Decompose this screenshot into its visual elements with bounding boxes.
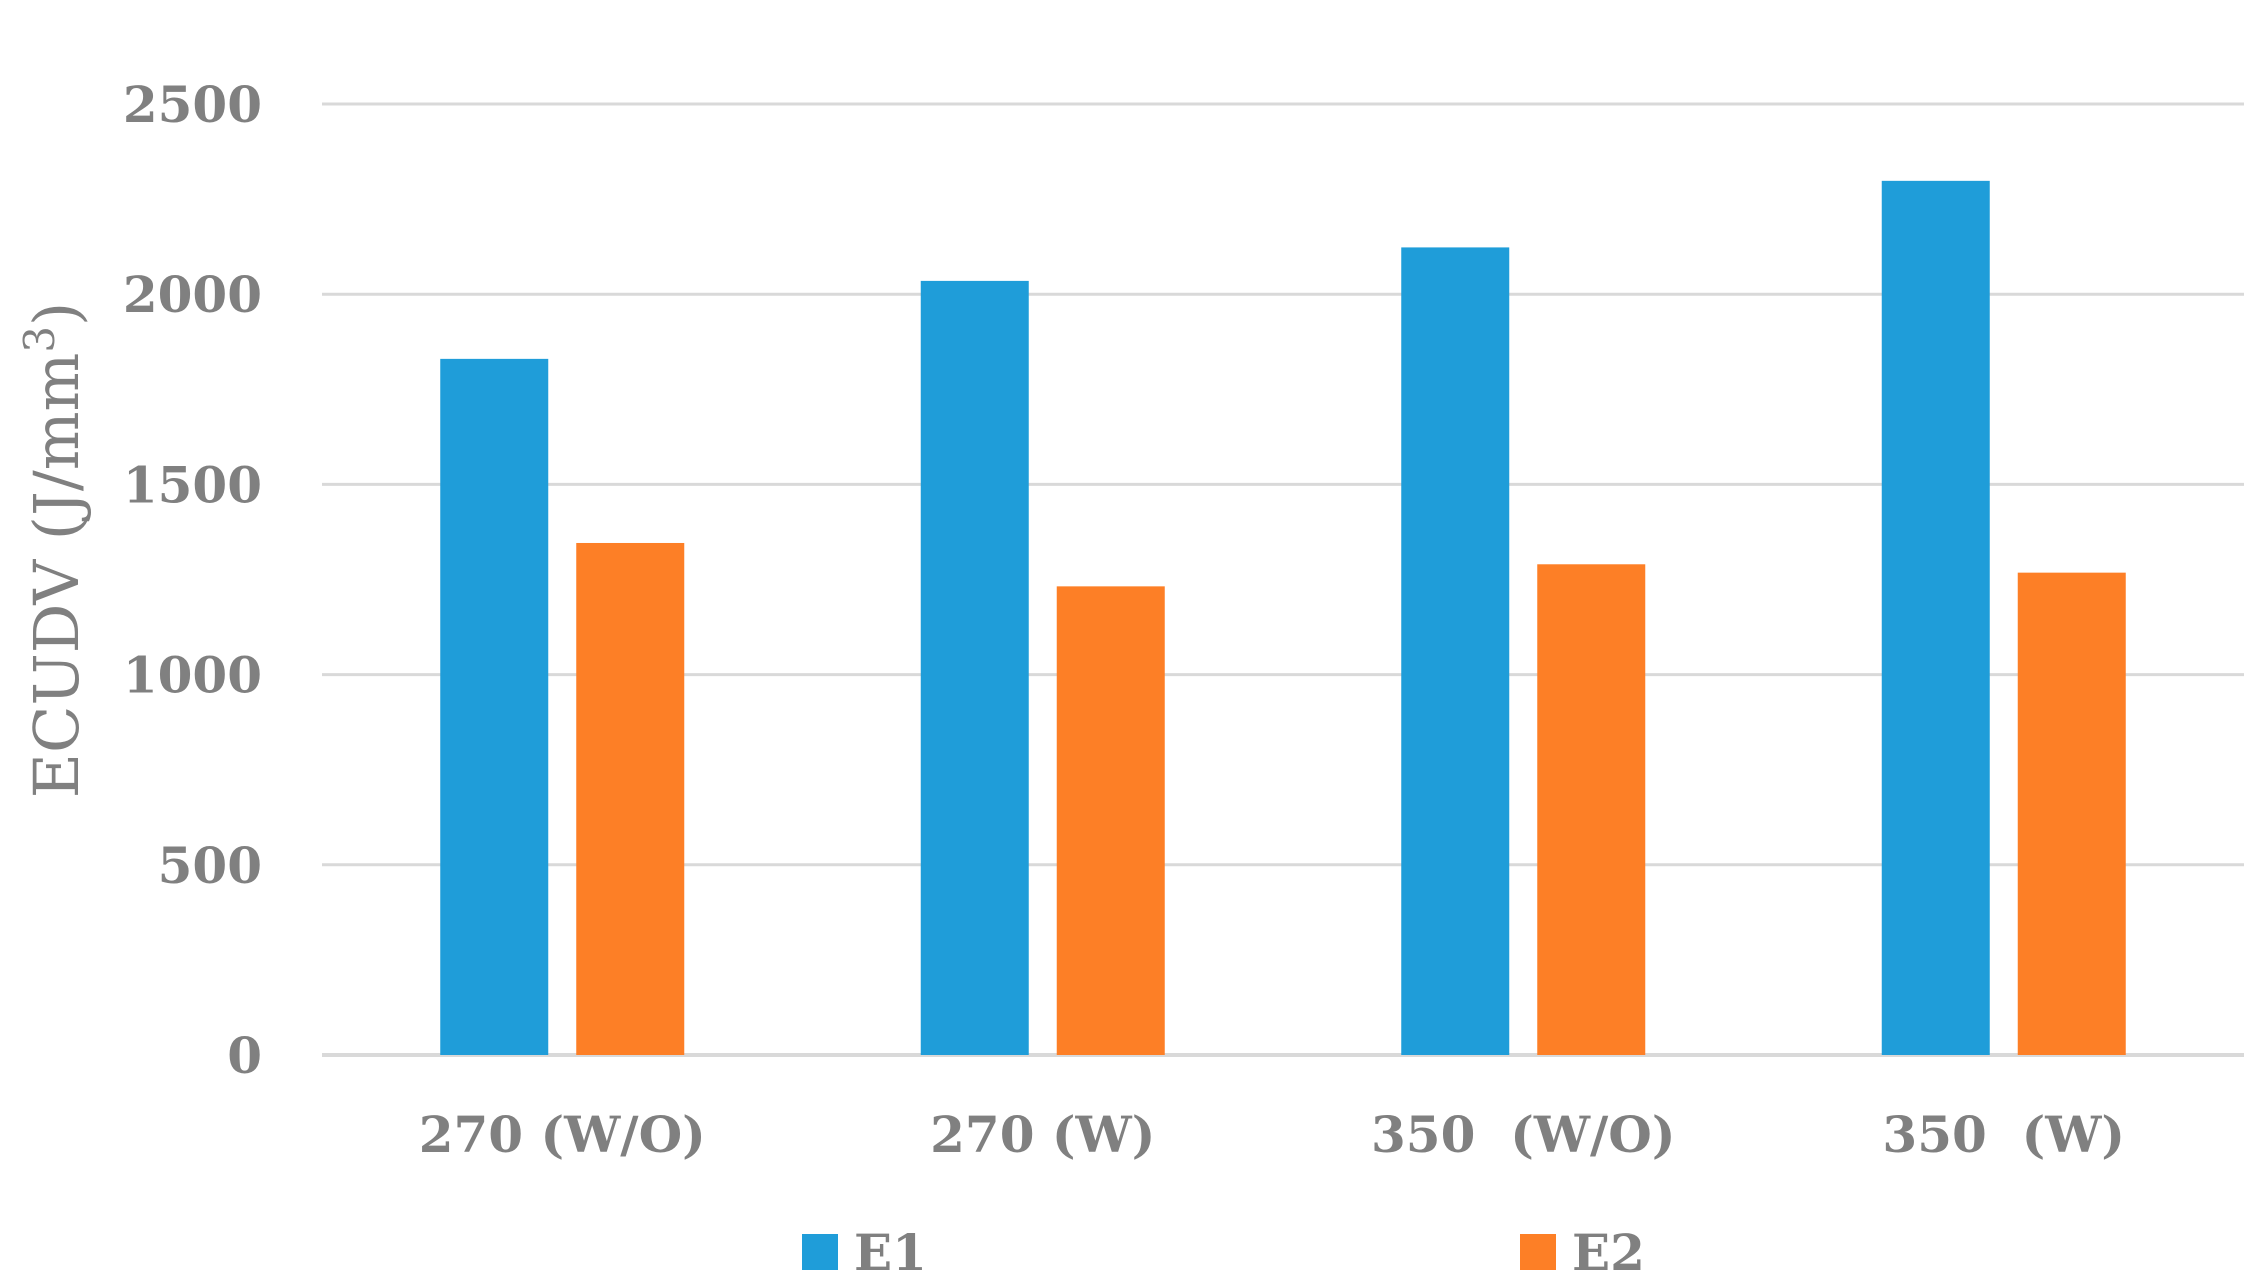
x-axis-ticks: 270 (W/O) 270 (W) 350 (W/O) 350 (W) (419, 1105, 2125, 1164)
y-axis-title-superscript: 3 (15, 326, 64, 353)
y-axis-ticks: 0 500 1000 1500 2000 2500 (123, 75, 262, 1085)
y-tick-label: 2500 (123, 75, 262, 134)
x-tick-label: 350 (W) (1882, 1105, 2125, 1164)
y-axis-title-suffix: ) (20, 302, 93, 326)
legend-swatch-e2 (1520, 1234, 1556, 1270)
legend-label-e1: E1 (854, 1223, 927, 1282)
legend-swatch-e1 (802, 1234, 838, 1270)
bar-e2-0 (576, 542, 685, 1055)
x-tick-label: 270 (W) (930, 1105, 1155, 1164)
y-axis-title: ECUDV (J/mm3) (15, 302, 94, 799)
bar-e1-2 (1401, 247, 1510, 1056)
y-tick-label: 2000 (123, 265, 262, 324)
legend-label-e2: E2 (1572, 1223, 1645, 1282)
bars (440, 180, 2126, 1056)
legend: E1 E2 (802, 1223, 1645, 1282)
y-tick-label: 0 (227, 1026, 262, 1085)
y-tick-label: 1500 (123, 455, 262, 514)
bar-e2-3 (2017, 572, 2126, 1055)
bar-e2-1 (1056, 586, 1165, 1055)
x-tick-label: 350 (W/O) (1371, 1105, 1675, 1164)
bar-e1-1 (920, 280, 1029, 1055)
y-tick-label: 1000 (123, 646, 262, 705)
y-tick-label: 500 (158, 836, 262, 895)
bar-e2-2 (1537, 564, 1646, 1055)
x-tick-label: 270 (W/O) (419, 1105, 706, 1164)
bar-e1-0 (440, 358, 549, 1055)
y-axis-title-main: ECUDV (J/mm (20, 353, 93, 799)
bar-e1-3 (1881, 180, 1990, 1055)
